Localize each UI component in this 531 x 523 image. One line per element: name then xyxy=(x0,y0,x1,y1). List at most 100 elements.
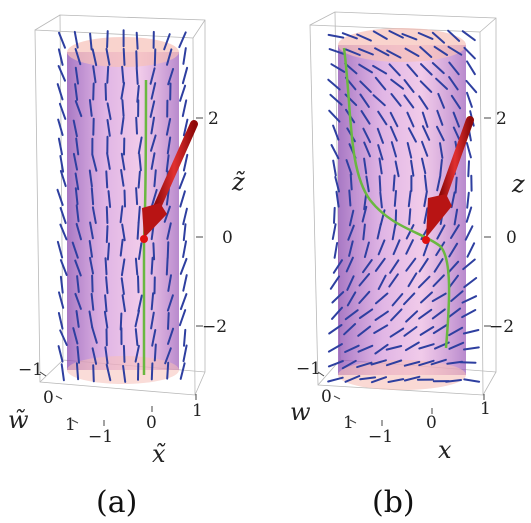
vector-needle xyxy=(150,82,157,100)
vector-needle xyxy=(405,310,419,323)
vector-needle xyxy=(121,65,125,84)
vector-needle xyxy=(447,45,463,56)
vector-needle xyxy=(107,190,112,208)
vector-needle xyxy=(166,222,172,240)
vector-needle xyxy=(91,347,98,365)
vector-needle xyxy=(389,111,399,128)
vector-needle xyxy=(58,31,66,49)
vector-needle xyxy=(388,30,404,39)
vector-needle xyxy=(92,65,97,84)
vector-needle xyxy=(421,111,429,128)
vector-needle xyxy=(138,153,142,172)
vector-needle xyxy=(73,30,79,49)
vector-needle xyxy=(467,160,470,178)
vector-needle xyxy=(344,375,361,383)
vector-needle xyxy=(403,292,416,306)
vector-needle xyxy=(166,241,170,260)
vector-needle xyxy=(452,111,460,128)
vector-needle xyxy=(91,154,98,172)
panel-a-vtick-2: 2 xyxy=(208,109,219,129)
vector-needle xyxy=(91,48,98,67)
vector-needle xyxy=(431,292,447,303)
vector-needle xyxy=(105,276,109,295)
vector-needle xyxy=(362,259,373,274)
vector-needle xyxy=(181,66,189,85)
vector-needle xyxy=(328,109,341,123)
vector-needle xyxy=(447,260,460,274)
vector-needle xyxy=(423,207,429,224)
vector-needle xyxy=(357,325,372,337)
vector-needle xyxy=(377,274,387,290)
vector-needle xyxy=(119,238,124,257)
vector-needle xyxy=(356,33,372,42)
panel-b-vector-field xyxy=(327,29,481,384)
vector-needle xyxy=(373,324,389,334)
panel-a-wtick-neg1: −1 xyxy=(18,360,43,380)
vector-needle xyxy=(75,310,80,328)
vector-needle xyxy=(167,312,170,330)
vector-needle xyxy=(374,343,389,355)
vector-needle xyxy=(374,47,390,57)
vector-needle xyxy=(356,361,373,369)
vector-needle xyxy=(105,363,112,382)
vector-needle xyxy=(122,365,127,383)
panel-b-front-axis xyxy=(381,394,485,426)
vector-needle xyxy=(135,31,139,50)
vector-needle xyxy=(92,82,95,101)
vector-needle xyxy=(122,47,126,66)
vector-needle xyxy=(344,344,360,353)
panel-a: 2 0 −2 z̃ −1 0 1 w̃ −1 0 1 x̃ (a) xyxy=(8,14,246,520)
vector-needle xyxy=(88,310,94,329)
vector-needle xyxy=(135,50,138,69)
vector-needle xyxy=(165,187,170,206)
vector-needle xyxy=(362,223,366,241)
vector-needle xyxy=(370,359,387,366)
vector-needle xyxy=(166,48,173,66)
vector-needle xyxy=(56,240,64,259)
vector-needle xyxy=(463,378,481,383)
vector-needle xyxy=(120,169,125,187)
vector-needle xyxy=(418,308,433,320)
vector-needle xyxy=(104,257,108,276)
panel-b-red-point xyxy=(422,236,430,244)
vector-needle xyxy=(136,221,140,240)
vector-needle xyxy=(403,94,415,109)
vector-needle xyxy=(348,240,354,257)
vector-needle xyxy=(378,175,382,193)
vector-needle xyxy=(419,46,433,58)
vector-needle xyxy=(461,309,477,319)
panel-b-xtick-1: 1 xyxy=(480,399,491,419)
vector-needle xyxy=(330,144,340,160)
vector-needle xyxy=(376,222,382,240)
vector-needle xyxy=(390,78,405,90)
vector-needle xyxy=(103,310,109,329)
vector-needle xyxy=(360,110,371,125)
vector-needle xyxy=(391,223,397,241)
vector-needle xyxy=(89,221,94,240)
vector-needle xyxy=(419,80,433,93)
vector-needle xyxy=(379,191,383,209)
panel-b-vtick-0: 0 xyxy=(506,228,517,248)
vector-needle xyxy=(363,157,368,175)
vector-needle xyxy=(418,343,435,350)
vector-needle xyxy=(134,344,140,363)
vector-needle xyxy=(57,65,66,82)
vector-needle xyxy=(408,208,412,226)
vector-needle xyxy=(331,223,337,240)
vector-needle xyxy=(134,328,139,346)
panel-a-caption: (a) xyxy=(96,485,137,520)
vector-needle xyxy=(390,308,403,322)
vector-needle xyxy=(447,29,461,42)
vector-needle xyxy=(365,175,370,193)
vector-needle xyxy=(150,311,155,330)
vector-needle xyxy=(437,92,445,109)
panel-b-xtick-0: 0 xyxy=(426,413,437,433)
vector-needle xyxy=(436,224,446,240)
vector-needle xyxy=(163,33,171,51)
vector-needle xyxy=(120,81,126,100)
vector-needle xyxy=(433,258,444,273)
vector-needle xyxy=(72,152,78,171)
vector-needle xyxy=(71,241,79,259)
panel-b-red-arrow xyxy=(426,116,474,238)
vector-needle xyxy=(372,94,386,107)
